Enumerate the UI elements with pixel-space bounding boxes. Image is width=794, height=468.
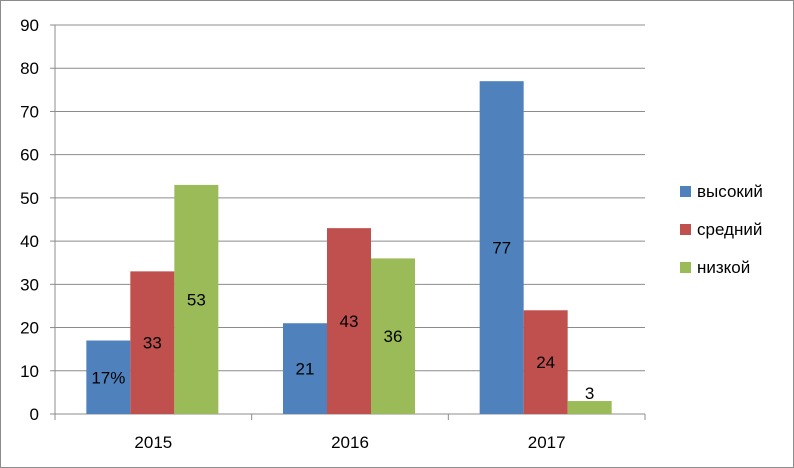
y-tick-label: 60 <box>20 146 39 165</box>
bar <box>174 184 219 414</box>
data-label: 33 <box>143 334 162 353</box>
data-label: 77 <box>492 239 511 258</box>
y-tick-label: 10 <box>20 362 39 381</box>
legend-label: средний <box>697 220 762 239</box>
y-tick-label: 50 <box>20 189 39 208</box>
x-tick-label: 2015 <box>134 433 172 452</box>
bar <box>327 228 371 414</box>
legend-swatch <box>680 186 691 197</box>
y-tick-label: 0 <box>30 405 39 424</box>
x-tick-label: 2016 <box>331 433 369 452</box>
data-label: 3 <box>585 384 594 403</box>
data-label: 36 <box>384 327 403 346</box>
y-tick-label: 40 <box>20 232 39 251</box>
x-tick-label: 2017 <box>528 433 566 452</box>
y-tick-label: 20 <box>20 319 39 338</box>
y-tick-label: 80 <box>20 59 39 78</box>
bar <box>523 310 568 414</box>
data-label: 53 <box>187 290 206 309</box>
bar <box>283 323 327 414</box>
bar <box>479 81 524 414</box>
data-label: 24 <box>536 353 555 372</box>
bar <box>567 401 612 414</box>
bar <box>130 271 175 414</box>
bar <box>371 258 415 414</box>
legend: высокий средний низкой <box>680 182 763 277</box>
legend-label: высокий <box>697 182 763 201</box>
data-label: 21 <box>296 360 315 379</box>
y-tick-label: 30 <box>20 275 39 294</box>
legend-swatch <box>680 262 691 273</box>
data-label: 43 <box>340 312 359 331</box>
bar <box>86 340 131 414</box>
legend-swatch <box>680 224 691 235</box>
data-labels: 17% 33 53 21 43 36 77 24 3 <box>91 239 594 403</box>
y-tick-label: 70 <box>20 102 39 121</box>
bars <box>86 81 612 414</box>
axes: 0 10 20 30 40 50 60 70 80 90 2015 2016 2017 <box>20 16 646 452</box>
data-label: 17% <box>91 368 125 387</box>
legend-label: низкой <box>697 258 750 277</box>
y-tick-label: 90 <box>20 16 39 35</box>
